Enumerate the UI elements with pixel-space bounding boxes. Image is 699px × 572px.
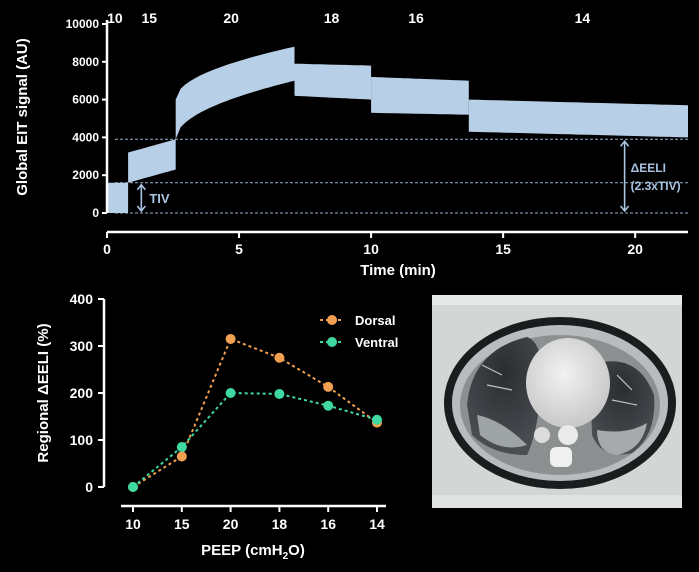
- signal-segment: [371, 76, 469, 115]
- x-tick-label: 14: [369, 516, 385, 532]
- peep-step-label: 16: [408, 10, 424, 26]
- x-tick-label: 0: [103, 241, 111, 257]
- series-line: [132, 337, 378, 488]
- data-point: [323, 381, 334, 392]
- annotation-arrowhead-down: [619, 205, 630, 213]
- annotation-label: TIV: [149, 191, 170, 206]
- peep-step-label: 14: [575, 10, 591, 26]
- x-axis-title-main: PEEP (cmH: [201, 542, 282, 559]
- legend-label: Dorsal: [355, 313, 395, 328]
- signal-segment: [128, 139, 176, 183]
- data-point: [128, 482, 138, 492]
- peep-step-label: 18: [324, 10, 340, 26]
- signal-segment: [468, 99, 688, 138]
- legend-label: Ventral: [355, 335, 398, 350]
- peep-step-label: 15: [141, 10, 157, 26]
- series-dorsal: [128, 333, 382, 492]
- regional-eeli-chart: 0 100 200 300 400 10 15 20 18 16 14 Dorsal Ventral…: [35, 291, 398, 562]
- x-axis-title-end: O): [288, 542, 305, 559]
- annotation-arrowhead-up: [136, 183, 146, 191]
- x-tick-label: 20: [627, 241, 643, 257]
- eit-signal-chart: TIV ΔEELI (2.3xTIV) 0 2000 4000 6000 8000 10000…: [14, 10, 688, 279]
- signal-segment: [294, 63, 372, 100]
- peep-step-label: 10: [107, 10, 123, 26]
- x-tick-label: 18: [272, 516, 288, 532]
- y-tick-label: 8000: [72, 55, 99, 69]
- y-tick-label: 2000: [72, 168, 99, 182]
- annotation-arrowhead-down: [136, 205, 146, 213]
- signal-segment: [107, 182, 129, 213]
- annotation-arrowhead-up: [619, 140, 630, 147]
- data-point: [323, 400, 334, 411]
- x-axis-title: PEEP (cmH2O): [201, 542, 305, 562]
- y-tick-label: 0: [92, 206, 99, 220]
- peep-step-label: 20: [223, 10, 239, 26]
- y-tick-label: 100: [70, 432, 94, 448]
- y-tick-label: 0: [85, 479, 93, 495]
- annotation-label: ΔEELI: [631, 161, 666, 175]
- x-tick-label: 15: [174, 516, 190, 532]
- y-tick-label: 300: [70, 338, 94, 354]
- x-axis-title-subscript: 2: [283, 551, 289, 562]
- data-point: [274, 388, 285, 399]
- data-point: [176, 451, 187, 462]
- x-tick-label: 10: [125, 516, 141, 532]
- signal-segment: [175, 46, 295, 140]
- data-point: [274, 352, 285, 363]
- data-point: [225, 333, 236, 344]
- x-tick-label: 16: [320, 516, 336, 532]
- data-point: [176, 442, 187, 453]
- y-tick-label: 10000: [66, 17, 100, 31]
- series-line: [132, 391, 378, 488]
- data-point: [225, 388, 236, 398]
- x-tick-label: 5: [235, 241, 243, 257]
- annotation-label-line2: (2.3xTIV): [631, 179, 681, 193]
- legend-marker: [327, 315, 337, 325]
- data-point: [372, 414, 382, 425]
- x-tick-label: 20: [223, 516, 239, 532]
- series-ventral: [128, 388, 382, 492]
- x-tick-label: 15: [495, 241, 511, 257]
- ct-scan-image: [432, 295, 682, 508]
- legend-marker: [327, 337, 337, 347]
- x-tick-label: 10: [363, 241, 379, 257]
- y-tick-label: 4000: [72, 130, 99, 144]
- y-axis-title: Regional ΔEELI (%): [35, 323, 52, 462]
- y-axis-title: Global EIT signal (AU): [14, 38, 31, 196]
- x-axis-title: Time (min): [360, 262, 436, 279]
- y-tick-label: 6000: [72, 93, 99, 107]
- y-tick-label: 400: [70, 291, 94, 307]
- y-tick-label: 200: [70, 385, 94, 401]
